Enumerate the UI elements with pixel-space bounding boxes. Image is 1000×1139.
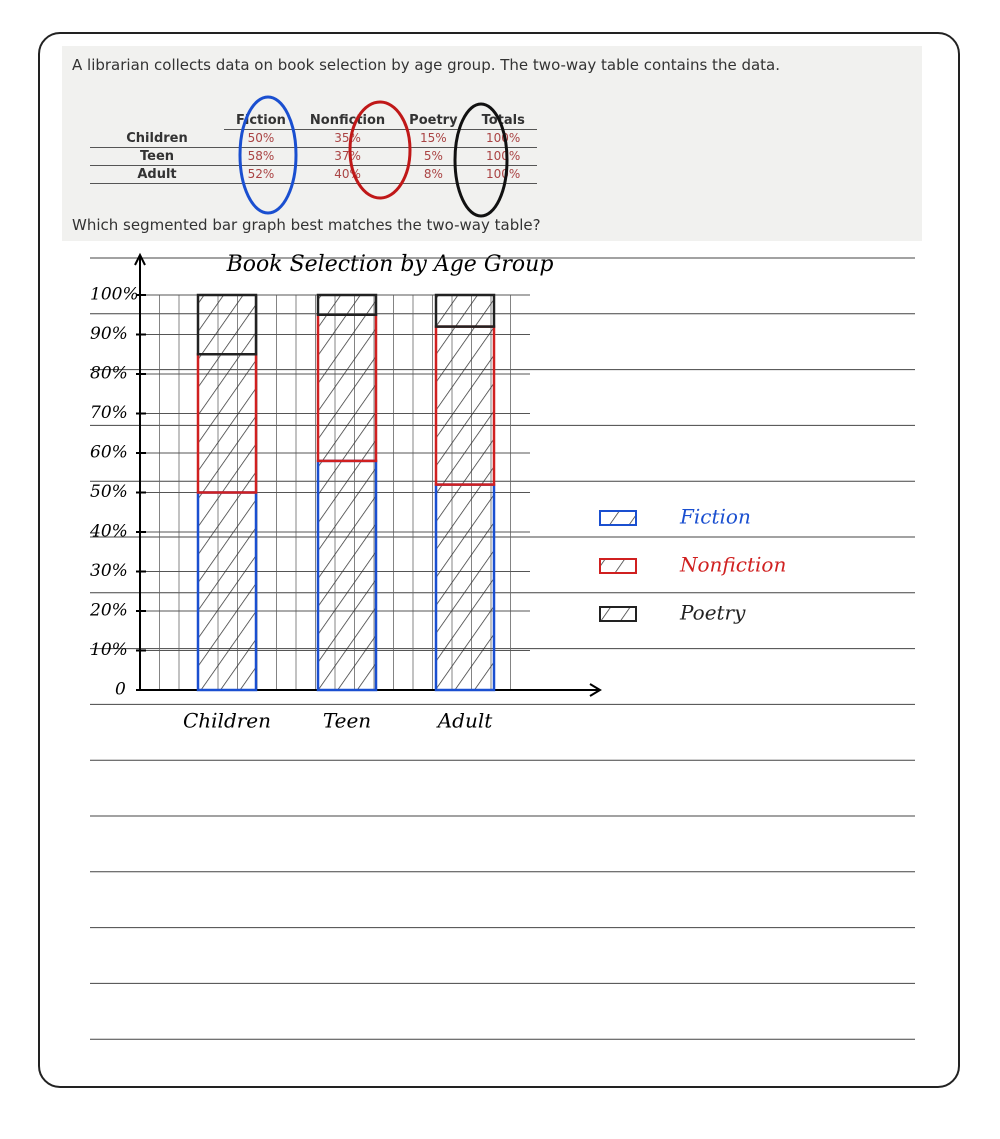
circle-mark: [348, 100, 412, 200]
bar-segment: [196, 293, 258, 356]
y-tick-label: 100%: [90, 285, 139, 305]
y-tick-label: 40%: [89, 522, 128, 542]
prompt: Which segmented bar graph best matches t…: [72, 216, 541, 234]
header-row: Fiction Nonfiction Poetry Totals: [90, 112, 537, 130]
y-tick-label: 10%: [90, 640, 128, 660]
table-cell: 100%: [469, 165, 537, 184]
table-cell: 35%: [297, 129, 398, 148]
y-axis: [134, 252, 146, 690]
legend-swatch: [599, 606, 637, 622]
column-header: Nonfiction: [297, 112, 398, 130]
bar-segment: [434, 483, 496, 692]
bar-segment: [434, 325, 496, 486]
row-header: Children: [90, 129, 224, 148]
circle-mark: [238, 95, 298, 215]
table-row: Children 50% 35% 15% 100%: [90, 129, 537, 148]
bar-segment: [434, 293, 496, 328]
legend-label: Fiction: [679, 505, 751, 529]
table-cell: 100%: [469, 129, 537, 148]
y-tick-label: 0: [115, 680, 126, 700]
question: A librarian collects data on book select…: [72, 56, 780, 74]
table-cell: 15%: [397, 129, 470, 148]
x-tick-label: Teen: [323, 709, 371, 733]
row-header: Teen: [90, 147, 224, 166]
table-cell: 100%: [469, 147, 537, 166]
frame: [38, 32, 960, 1088]
legend-label: Nonfiction: [679, 553, 786, 577]
table-cell: 8%: [397, 165, 470, 184]
y-tick-label: 30%: [90, 561, 128, 581]
bar-segment: [196, 353, 258, 494]
y-tick-label: 50%: [90, 482, 128, 502]
legend-label: Poetry: [679, 601, 746, 625]
y-tick-label: 80%: [90, 364, 128, 384]
table-cell: 58%: [224, 147, 298, 166]
table-cell: 5%: [397, 147, 470, 166]
legend-swatch: [599, 558, 637, 574]
bar-segment: [196, 491, 258, 692]
bar-segment: [316, 313, 378, 463]
y-tick-label: 90%: [90, 324, 128, 344]
y-tick-label: 20%: [89, 601, 128, 621]
table-cell: 37%: [297, 147, 398, 166]
y-tick-label: 60%: [90, 443, 128, 463]
column-header: Totals: [469, 112, 537, 130]
x-tick-label: Children: [183, 709, 271, 733]
circle-mark: [453, 102, 509, 218]
chart-title: Book Selection by Age Group: [226, 252, 554, 277]
data-table: Fiction Nonfiction Poetry Totals Childre…: [90, 112, 537, 184]
bar-segment: [316, 293, 378, 316]
row-header: Adult: [90, 165, 224, 184]
legend-swatch: [599, 510, 637, 526]
bar-segment: [316, 459, 378, 692]
y-tick-label: 70%: [90, 403, 128, 423]
table-row: Teen 58% 37% 5% 100%: [90, 147, 537, 166]
x-tick-label: Adult: [436, 709, 494, 733]
column-header: Poetry: [397, 112, 470, 130]
question-card: A librarian collects data on book select…: [62, 46, 922, 241]
